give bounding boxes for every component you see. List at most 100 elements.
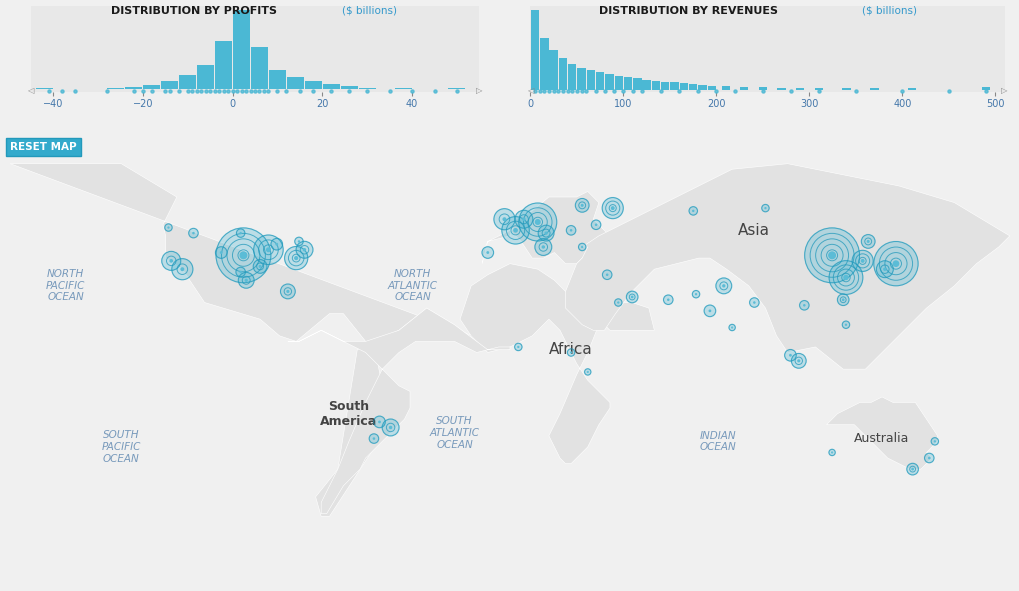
Circle shape bbox=[930, 438, 937, 445]
Text: ◁: ◁ bbox=[28, 86, 34, 95]
Bar bbox=[758, 87, 766, 90]
Circle shape bbox=[245, 280, 247, 281]
Point bbox=[614, 86, 631, 96]
Circle shape bbox=[584, 369, 590, 375]
Circle shape bbox=[538, 225, 553, 241]
Point bbox=[198, 86, 214, 96]
Text: ▷: ▷ bbox=[1001, 86, 1007, 95]
Circle shape bbox=[193, 232, 194, 233]
Circle shape bbox=[259, 265, 261, 267]
Circle shape bbox=[239, 271, 242, 272]
Point bbox=[202, 86, 218, 96]
Bar bbox=[107, 88, 124, 89]
Circle shape bbox=[663, 295, 673, 304]
Circle shape bbox=[749, 298, 758, 307]
Point bbox=[940, 86, 956, 96]
Point bbox=[558, 86, 575, 96]
Circle shape bbox=[860, 259, 863, 262]
Point bbox=[206, 86, 222, 96]
Circle shape bbox=[534, 239, 551, 255]
Circle shape bbox=[369, 434, 378, 443]
Circle shape bbox=[789, 355, 791, 356]
Bar bbox=[633, 79, 641, 90]
Point bbox=[536, 86, 552, 96]
Point bbox=[448, 86, 465, 96]
Point bbox=[671, 86, 687, 96]
Circle shape bbox=[866, 241, 868, 242]
Point bbox=[596, 86, 612, 96]
Point bbox=[977, 86, 994, 96]
Circle shape bbox=[729, 324, 735, 331]
Circle shape bbox=[382, 419, 398, 436]
Circle shape bbox=[215, 246, 227, 258]
Text: SOUTH
ATLANTIC
OCEAN: SOUTH ATLANTIC OCEAN bbox=[429, 417, 479, 450]
Circle shape bbox=[482, 246, 493, 258]
Point bbox=[211, 86, 227, 96]
Text: NORTH
PACIFIC
OCEAN: NORTH PACIFIC OCEAN bbox=[46, 269, 86, 303]
Polygon shape bbox=[287, 308, 510, 514]
Point bbox=[215, 86, 231, 96]
Circle shape bbox=[595, 224, 596, 225]
Point bbox=[125, 86, 142, 96]
Circle shape bbox=[799, 301, 808, 310]
Circle shape bbox=[578, 243, 585, 251]
Circle shape bbox=[373, 416, 385, 428]
Circle shape bbox=[238, 272, 254, 288]
Bar bbox=[660, 82, 668, 90]
Point bbox=[531, 86, 547, 96]
Circle shape bbox=[216, 228, 271, 282]
Point bbox=[340, 86, 357, 96]
Point bbox=[179, 86, 196, 96]
Circle shape bbox=[923, 453, 933, 463]
Circle shape bbox=[860, 235, 874, 248]
Circle shape bbox=[280, 284, 294, 299]
Bar bbox=[143, 85, 160, 89]
Text: Africa: Africa bbox=[548, 342, 592, 357]
Text: ◁: ◁ bbox=[527, 86, 533, 95]
Point bbox=[135, 86, 151, 96]
Circle shape bbox=[514, 229, 517, 232]
Circle shape bbox=[842, 321, 849, 329]
Circle shape bbox=[667, 299, 668, 300]
Point bbox=[305, 86, 321, 96]
Point bbox=[564, 86, 580, 96]
Text: INDIAN
OCEAN: INDIAN OCEAN bbox=[699, 431, 736, 452]
Bar bbox=[842, 88, 850, 90]
Bar bbox=[448, 88, 465, 89]
Bar bbox=[179, 75, 196, 89]
Circle shape bbox=[626, 291, 637, 303]
Point bbox=[587, 86, 603, 96]
Text: South
America: South America bbox=[320, 400, 377, 427]
Point bbox=[99, 86, 115, 96]
Point bbox=[894, 86, 910, 96]
Circle shape bbox=[761, 204, 768, 212]
Circle shape bbox=[828, 261, 862, 294]
Point bbox=[170, 86, 186, 96]
Polygon shape bbox=[565, 164, 1009, 369]
Circle shape bbox=[294, 237, 303, 246]
Circle shape bbox=[784, 349, 796, 361]
Bar bbox=[604, 74, 613, 90]
Circle shape bbox=[254, 235, 283, 265]
Circle shape bbox=[610, 207, 613, 209]
Circle shape bbox=[378, 421, 380, 423]
Bar bbox=[669, 82, 678, 90]
Circle shape bbox=[220, 252, 222, 253]
Text: SOUTH
PACIFIC
OCEAN: SOUTH PACIFIC OCEAN bbox=[102, 430, 141, 463]
Point bbox=[847, 86, 863, 96]
Point bbox=[810, 86, 826, 96]
Point bbox=[652, 86, 668, 96]
Bar bbox=[679, 83, 688, 90]
Point bbox=[144, 86, 160, 96]
Circle shape bbox=[843, 275, 847, 280]
Circle shape bbox=[284, 246, 308, 269]
Point bbox=[549, 86, 566, 96]
Circle shape bbox=[181, 268, 183, 271]
Circle shape bbox=[873, 242, 917, 286]
Point bbox=[41, 86, 57, 96]
Point bbox=[727, 86, 743, 96]
Bar bbox=[688, 84, 697, 90]
Circle shape bbox=[851, 251, 872, 271]
Circle shape bbox=[893, 261, 898, 267]
Point bbox=[426, 86, 442, 96]
